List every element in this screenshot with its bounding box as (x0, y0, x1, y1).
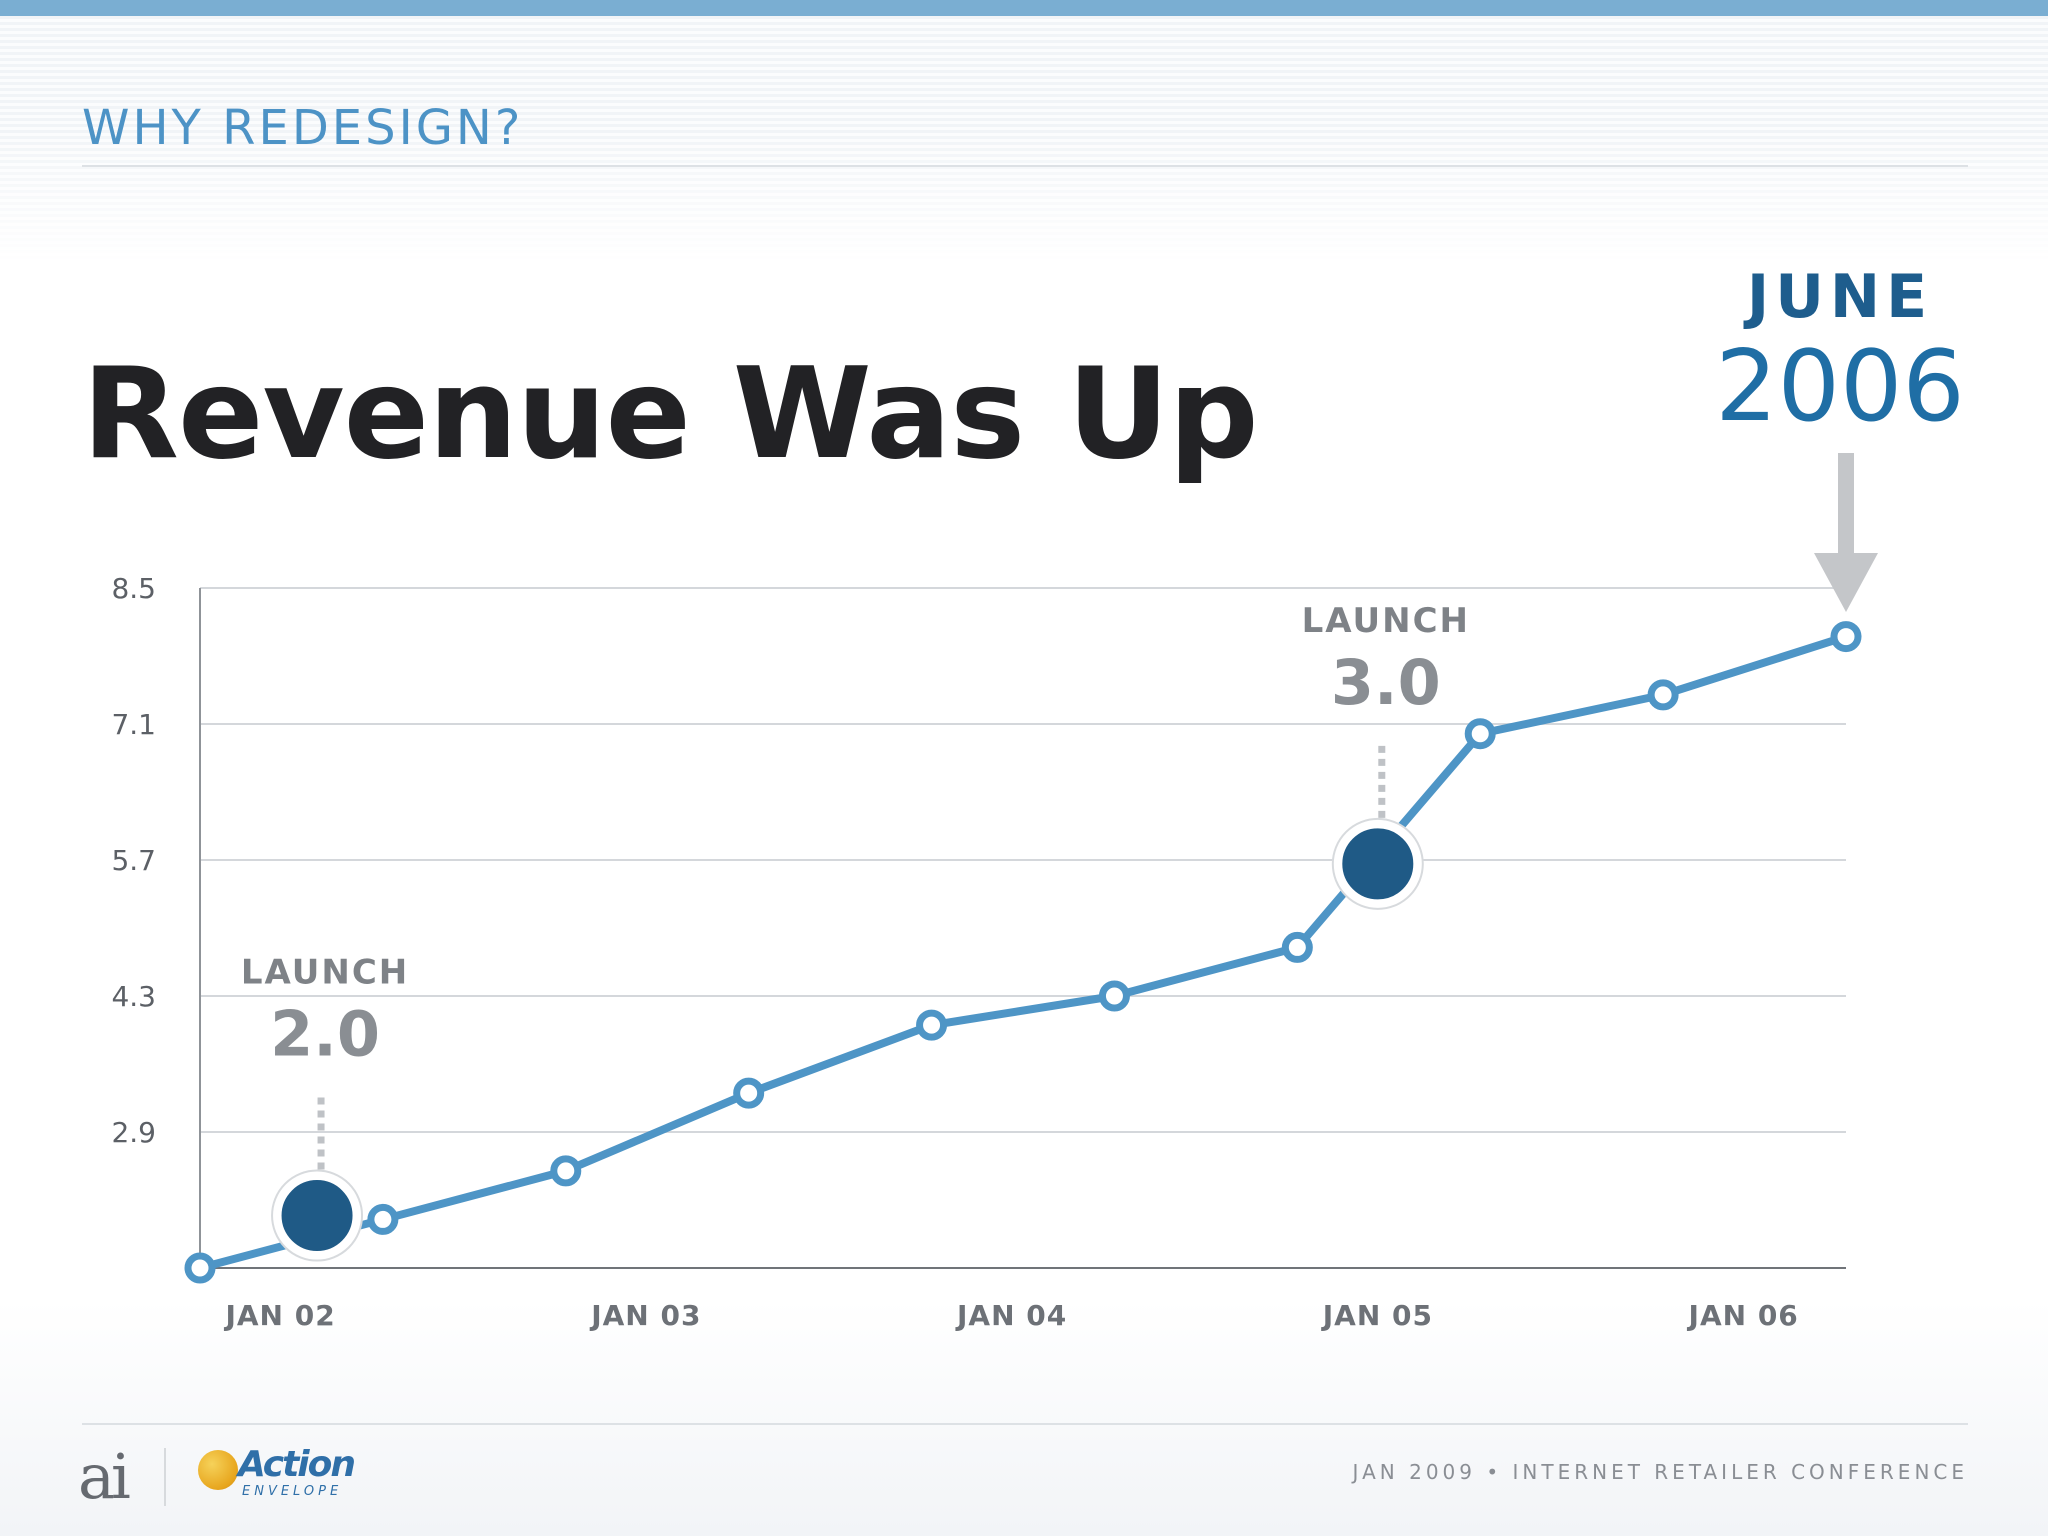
action-envelope-emblem-icon (198, 1450, 238, 1490)
data-point (916, 1009, 948, 1041)
data-point (184, 1252, 216, 1284)
launch-marker (1333, 819, 1423, 909)
date-month: JUNE (1746, 262, 1934, 332)
date-year: 2006 (1715, 330, 1965, 444)
data-point (367, 1203, 399, 1235)
launch-version: 2.0 (270, 998, 380, 1071)
footer-background (0, 1300, 2048, 1536)
series-line (196, 632, 1850, 1272)
action-envelope-subtitle: ENVELOPE (242, 1484, 343, 1499)
footer-rule (82, 1423, 1968, 1425)
header-rule (82, 165, 1968, 167)
launch-label: LAUNCH (1302, 601, 1470, 641)
down-arrow-icon (1814, 553, 1878, 612)
y-tick-label: 5.7 (111, 844, 156, 877)
x-tick-label: JAN 03 (589, 1299, 701, 1332)
x-tick-label: JAN 05 (1321, 1299, 1433, 1332)
data-point (1464, 718, 1496, 750)
june-arrow-shaft (1838, 453, 1854, 557)
footer-caption: JAN 2009 • INTERNET RETAILER CONFERENCE (1352, 1460, 1968, 1484)
logo-divider (164, 1448, 166, 1506)
launch-label: LAUNCH (241, 953, 409, 993)
x-tick-label: JAN 02 (223, 1299, 335, 1332)
ai-logo: ai (78, 1440, 131, 1513)
launch-marker (272, 1171, 362, 1261)
data-point (1281, 931, 1313, 963)
data-point (1098, 980, 1130, 1012)
launch-marker-shadow (1331, 817, 1424, 910)
section-title: WHY REDESIGN? (82, 100, 524, 156)
data-point (550, 1155, 582, 1187)
top-accent-bar (0, 0, 2048, 16)
data-point (1647, 679, 1679, 711)
y-tick-label: 8.5 (111, 572, 156, 605)
action-envelope-logo: Action ENVELOPE (198, 1444, 358, 1504)
y-tick-label: 4.3 (111, 980, 156, 1013)
data-point (1830, 621, 1862, 653)
slide-title: Revenue Was Up (82, 340, 1259, 487)
y-tick-label: 7.1 (111, 708, 156, 741)
x-tick-label: JAN 06 (1687, 1299, 1799, 1332)
action-envelope-wordmark: Action (238, 1444, 356, 1485)
launch-marker-shadow (271, 1169, 364, 1262)
launch-version: 3.0 (1331, 646, 1441, 719)
header-stripes (0, 16, 2048, 266)
data-point (733, 1077, 765, 1109)
y-tick-label: 2.9 (111, 1116, 156, 1149)
x-tick-label: JAN 04 (955, 1299, 1067, 1332)
